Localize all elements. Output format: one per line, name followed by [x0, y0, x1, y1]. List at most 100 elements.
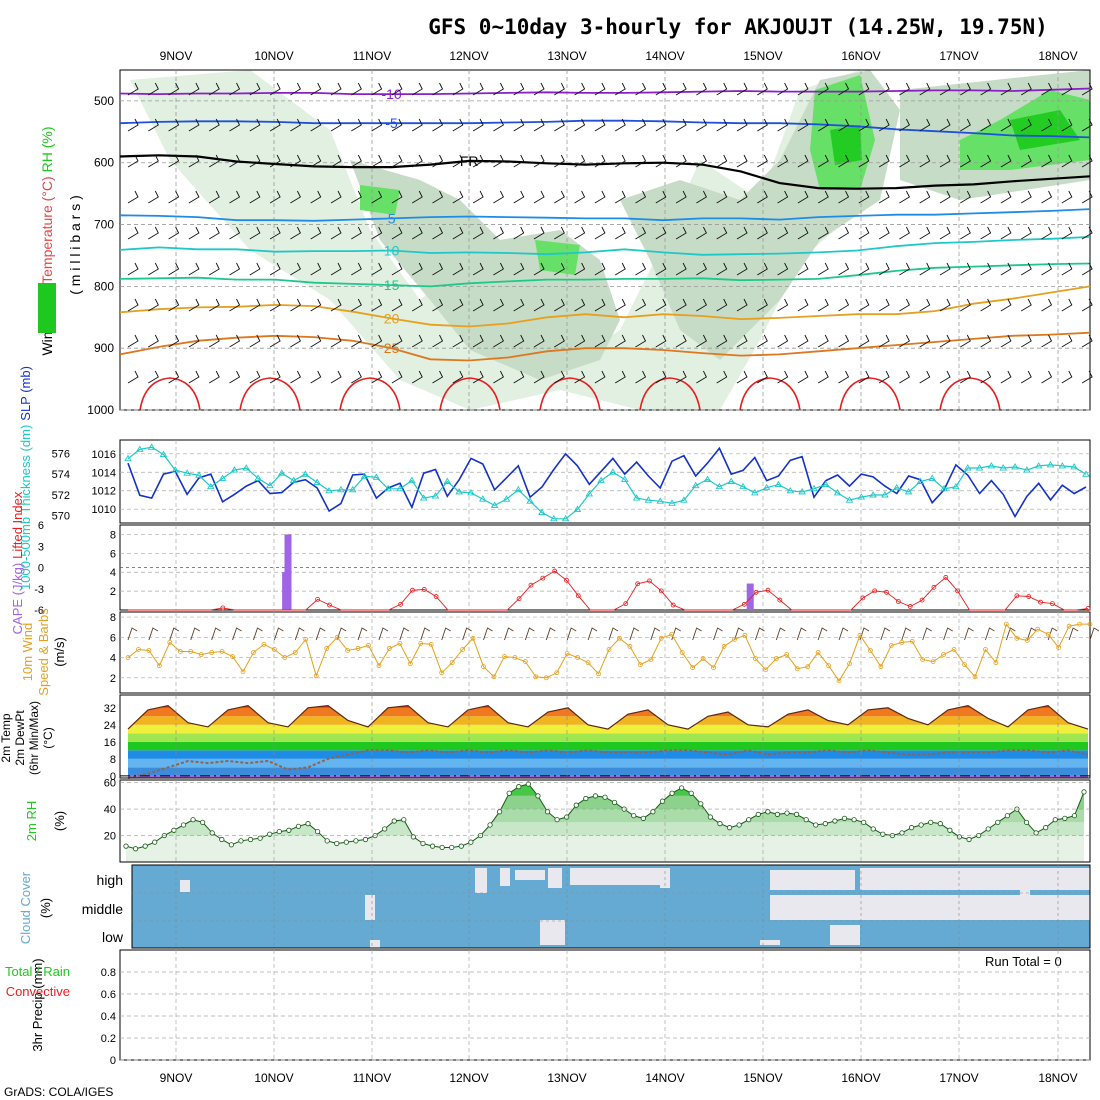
wind-barb [960, 190, 971, 204]
wind-barb [371, 262, 383, 276]
wind-barb [168, 118, 180, 132]
thickness-point [869, 491, 877, 498]
wind-barb [635, 82, 647, 96]
wind-barb [574, 370, 586, 384]
lifted-index-point [658, 588, 664, 594]
hot-isotherm-contour [539, 377, 601, 411]
rh-point [1033, 830, 1039, 836]
wind-barb [980, 154, 992, 168]
wind-barb [939, 262, 951, 276]
thickness-point [620, 475, 629, 482]
isotherm-label: FR [460, 153, 479, 169]
rh-point [238, 838, 244, 844]
cloud-gap [860, 868, 1090, 890]
wind-barb [736, 154, 748, 168]
wind-barb [391, 190, 403, 204]
wind-barb [452, 82, 464, 96]
ylabel-part: 3hr Precip (mm) [30, 958, 45, 1051]
rh-point [362, 836, 369, 843]
date-label-bottom: 17NOV [939, 1071, 978, 1085]
wind-barb [351, 298, 362, 312]
rh-point [209, 830, 215, 836]
precip-tick-label: 0.8 [101, 967, 116, 979]
thickness-point [1011, 463, 1019, 470]
thickness-point [739, 482, 747, 490]
wind-barb [817, 190, 829, 204]
wind-barb [533, 190, 545, 204]
wind-barb [797, 118, 809, 132]
lifted-index-point [1085, 606, 1091, 611]
wind-barb [817, 298, 829, 312]
wind-barb [838, 334, 850, 348]
wind-barb [838, 190, 850, 204]
wind-barb [249, 118, 261, 132]
isotherm-line [119, 119, 1091, 139]
thickness-point [833, 489, 842, 496]
thickness-point [431, 492, 440, 499]
rh-point [1004, 813, 1010, 819]
wind-barb [290, 262, 301, 276]
wind-barb [148, 118, 159, 132]
wind-speed-point [460, 647, 466, 652]
wind-barb [127, 82, 139, 96]
rh-tick-label: 60 [104, 778, 116, 790]
thickness-point [183, 469, 191, 476]
rh-point [688, 790, 694, 796]
wind-barb [249, 370, 261, 384]
surface-wind-barb [315, 627, 326, 641]
isotherm-label: 20 [384, 311, 400, 327]
wind-barb [594, 190, 606, 204]
thickness-point [691, 481, 700, 489]
wind-barb [919, 370, 931, 384]
wind-barb [1020, 298, 1032, 312]
temp-tick-label: 24 [104, 720, 116, 732]
wind-barb [858, 154, 870, 168]
wind-speed-point [920, 657, 926, 662]
thickness-point [857, 493, 866, 500]
wind-speed-point [815, 650, 821, 655]
wind-speed-point [888, 643, 894, 648]
wind-barb [716, 298, 728, 312]
cloud-gap [475, 868, 487, 893]
rh-point [822, 821, 828, 827]
surface-wind-barb [253, 627, 263, 641]
rh-point [832, 818, 838, 824]
wind-speed-point [209, 650, 215, 655]
cape-tick-label: 6 [110, 548, 116, 560]
surface-wind-barb [796, 627, 807, 641]
wind-speed-point [951, 647, 957, 652]
wind-barb [635, 226, 647, 240]
wind-barb [797, 370, 809, 384]
wind-speed-point [732, 636, 737, 642]
wind-barb [513, 370, 525, 384]
thickness-point [526, 497, 534, 504]
hot-isotherm-contour [239, 377, 301, 411]
wind-barb [269, 118, 281, 132]
hot-isotherm-contour [939, 377, 1001, 411]
rh-panel-frame [119, 779, 1091, 863]
wind-barb [980, 370, 992, 384]
wind-barb [757, 118, 768, 132]
wind-barb [797, 190, 809, 204]
rh-shading-area [360, 185, 400, 215]
wind-barb [899, 298, 910, 312]
cloud-gap [1020, 885, 1030, 895]
thickness-point [1034, 462, 1043, 469]
hot-isotherm-contour [839, 377, 901, 411]
wind-barb [960, 298, 971, 312]
thickness-point [668, 499, 676, 506]
wind-speed-point [146, 648, 152, 653]
wind-barb [351, 334, 362, 348]
rh-color-band [126, 835, 1084, 862]
wind-barb [1000, 298, 1012, 312]
wind-barb [878, 118, 890, 132]
wind-barb [919, 298, 931, 312]
slp-tick-label: 1010 [92, 504, 116, 516]
wind-barb [858, 298, 870, 312]
wind-barb [899, 154, 910, 168]
wind-barb [452, 370, 464, 384]
wind-barb [919, 334, 931, 348]
wind-barb [513, 190, 525, 204]
wind-barb [635, 262, 647, 276]
date-label-top: 10NOV [254, 49, 293, 63]
